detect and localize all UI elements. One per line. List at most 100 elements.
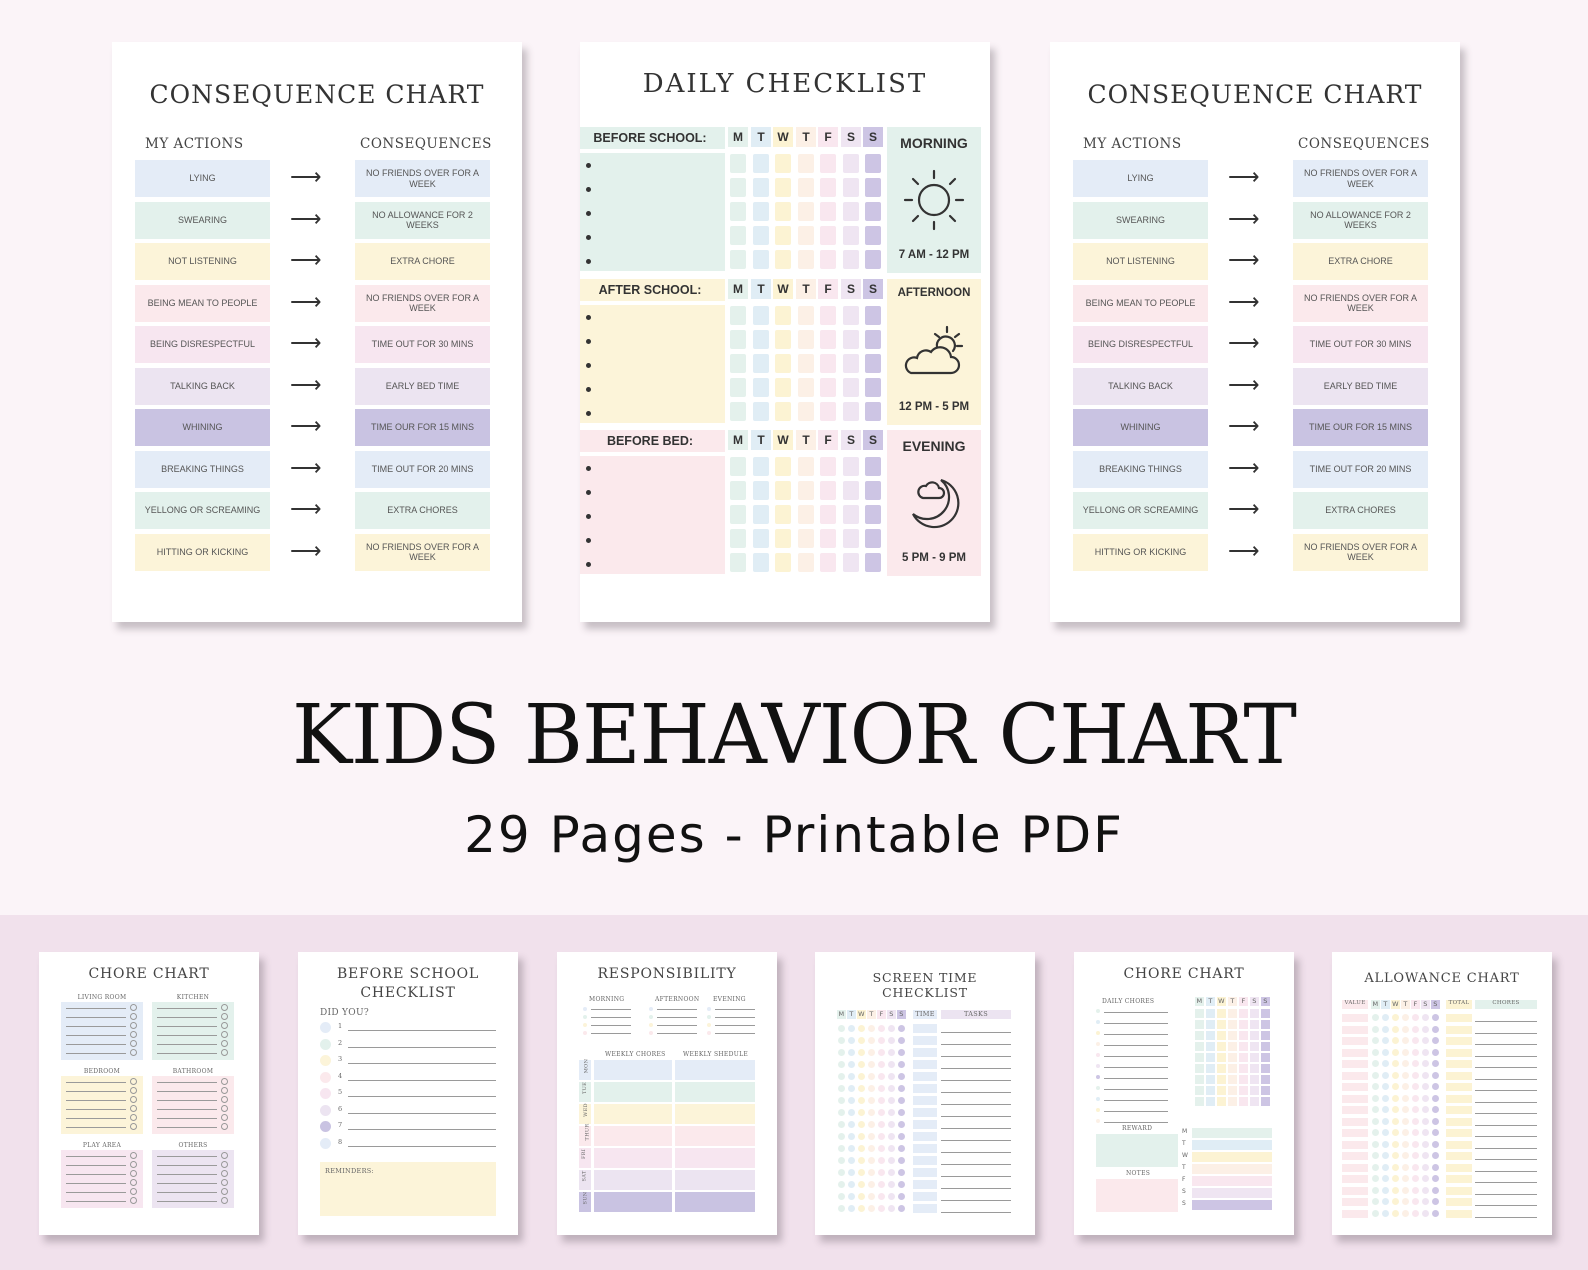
check-cell (1250, 1031, 1259, 1040)
day-tab: WED (579, 1103, 591, 1124)
time-cell (913, 1132, 937, 1141)
check-dot (320, 1038, 331, 1050)
task-line (1104, 1067, 1168, 1068)
arrow-icon: ⟶ (290, 247, 322, 272)
time-cell (913, 1180, 937, 1189)
check-dot (1432, 1129, 1439, 1136)
zone-box (152, 1150, 234, 1208)
check-dot (1412, 1117, 1419, 1125)
check-cell (1228, 1009, 1237, 1018)
check-dot (878, 1157, 885, 1164)
time-cell (913, 1096, 937, 1105)
check-cell (1250, 1097, 1259, 1106)
check-dot (1402, 1175, 1409, 1182)
item-number: 2 (338, 1038, 343, 1047)
check-cell (1228, 1075, 1237, 1084)
check-dot (1392, 1129, 1399, 1136)
consequence-row: TIME OUR FOR 15 MINS (1293, 409, 1428, 446)
schedule-cell (675, 1192, 755, 1212)
task-line (157, 1127, 217, 1128)
item-number: 4 (338, 1071, 343, 1080)
check-cell (843, 457, 859, 476)
check-dot (848, 1157, 855, 1164)
check-dot (1382, 1186, 1389, 1194)
check-cell (1239, 1053, 1248, 1062)
action-row: BEING DISRESPECTFUL (1073, 326, 1208, 363)
action-row: WHINING (135, 409, 270, 446)
consequence-row: NO FRIENDS OVER FOR A WEEK (1293, 160, 1428, 197)
check-dot (1412, 1163, 1419, 1171)
time-range: 7 AM - 12 PM (898, 249, 970, 261)
period-label: MORNING (589, 996, 625, 1003)
check-dot (1412, 1025, 1419, 1033)
check-cell (1195, 1086, 1204, 1095)
total-cell (1446, 1129, 1472, 1137)
check-dot (1422, 1014, 1429, 1021)
check-cell (730, 354, 746, 373)
check-dot (838, 1181, 845, 1188)
day-bar (1192, 1164, 1272, 1174)
day-tab: TUE (579, 1082, 591, 1102)
total-header: TOTAL (1446, 1000, 1472, 1009)
check-cell (1261, 1086, 1270, 1095)
check-dot (878, 1097, 885, 1104)
check-dot (898, 1109, 905, 1116)
task-line (1104, 1034, 1168, 1035)
day-tab: SAT (579, 1170, 591, 1190)
check-dot (878, 1205, 885, 1212)
day-header: F (818, 127, 838, 147)
check-dot (1372, 1175, 1379, 1182)
task-line (1104, 1045, 1168, 1046)
check-circle (221, 1161, 228, 1168)
action-row: YELLONG OR SCREAMING (1073, 492, 1208, 529)
day-label: THUR (584, 1123, 591, 1141)
day-header: F (1411, 1000, 1420, 1009)
allowance-chart-preview: ALLOWANCE CHART VALUE M T W T F S S TOTAL CHORES (1332, 952, 1552, 1235)
check-dot (868, 1133, 875, 1140)
value-cell (1342, 1060, 1368, 1068)
check-dot (1432, 1025, 1439, 1033)
check-dot (649, 1031, 653, 1035)
time-cell (913, 1120, 937, 1129)
check-cell (1250, 1020, 1259, 1029)
check-cell (865, 402, 881, 421)
action-row: TALKING BACK (135, 367, 270, 405)
chore-line (1475, 1159, 1537, 1160)
check-dot (1392, 1163, 1399, 1171)
bullet-dot (586, 339, 591, 344)
chore-line (1475, 1101, 1537, 1103)
time-cell (913, 1024, 937, 1033)
consequence-row: NO ALLOWANCE FOR 2 WEEKS (1293, 201, 1428, 239)
check-dot (838, 1145, 845, 1152)
check-dot (649, 1023, 653, 1027)
consequence-chart-page-left: CONSEQUENCE CHART MY ACTIONS CONSEQUENCE… (112, 42, 522, 622)
reminders-label: REMINDERS: (325, 1167, 375, 1175)
day-header: T (796, 127, 816, 147)
reward-label: REWARD (1122, 1125, 1153, 1132)
check-dot (1372, 1014, 1379, 1021)
check-dot (838, 1025, 845, 1032)
check-dot (848, 1205, 855, 1212)
check-dot (1402, 1106, 1409, 1113)
check-dot (1432, 1117, 1439, 1125)
check-cell (753, 354, 769, 373)
check-cell (1217, 1042, 1226, 1051)
check-cell (775, 553, 791, 572)
chores-header: CHORES (1475, 1000, 1537, 1009)
check-dot (868, 1061, 875, 1068)
check-dot (1422, 1152, 1429, 1159)
check-dot (320, 1137, 331, 1149)
consequence-row: TIME OUR FOR 15 MINS (355, 409, 490, 446)
check-dot (1382, 1094, 1389, 1102)
check-dot (878, 1061, 885, 1068)
day-header: T (751, 279, 771, 299)
consequence-row: TIME OUT FOR 20 MINS (1293, 450, 1428, 488)
check-cell (1228, 1086, 1237, 1095)
check-cell (1250, 1042, 1259, 1051)
check-dot (1422, 1048, 1429, 1056)
check-cell (865, 178, 881, 197)
check-dot (888, 1157, 895, 1164)
check-dot (868, 1205, 875, 1212)
check-cell (1217, 1031, 1226, 1040)
check-dot (898, 1085, 905, 1092)
